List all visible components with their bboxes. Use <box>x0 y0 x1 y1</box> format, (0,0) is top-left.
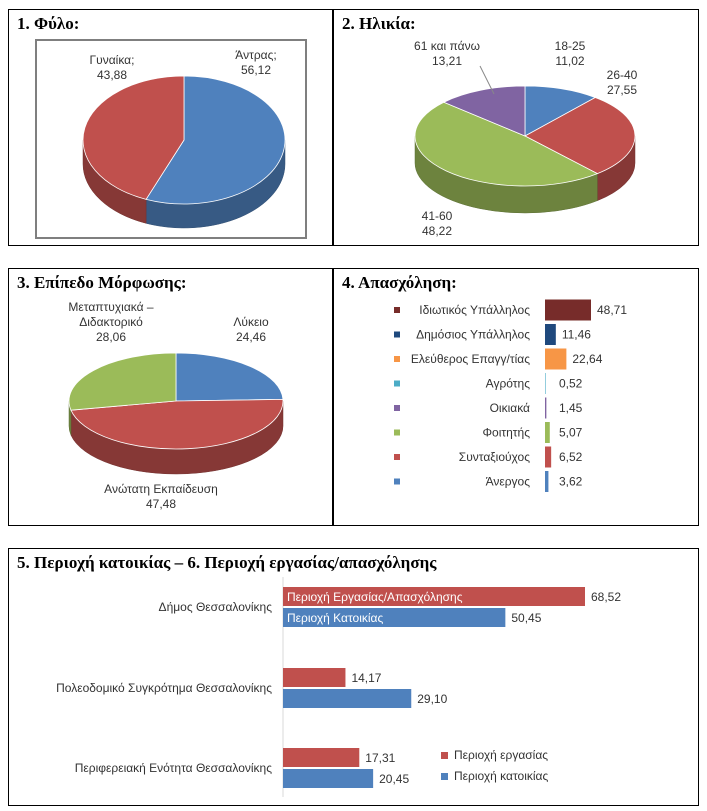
legend-marker <box>394 405 400 411</box>
legend-label: Περιοχή εργασίας <box>454 748 548 762</box>
legend-marker <box>441 752 448 759</box>
category-label: Άνεργος <box>486 475 531 489</box>
pie-slice-label: 18-25 11,02 <box>555 39 586 68</box>
data-label: 5,07 <box>559 426 583 440</box>
pie-slice <box>414 101 599 187</box>
category-label: Οικιακά <box>490 401 530 415</box>
data-label: 50,45 <box>511 611 541 625</box>
data-label: 14,17 <box>351 671 381 685</box>
bar <box>283 748 360 767</box>
bar <box>545 422 550 443</box>
pie-slice <box>524 85 597 137</box>
category-label: Ελεύθερος Επαγγ/τίας <box>411 352 530 366</box>
employment-bar-chart: Ιδιωτικός Υπάλληλος 48,71 Δημόσιος Υπάλληλ… <box>394 299 627 492</box>
pie-slice <box>68 352 177 411</box>
education-pie-chart: Λύκειο 24,46 Ανώτατη Εκπαίδευση 47,48 Μεταπτ… <box>68 300 284 511</box>
pie-slice <box>70 398 284 450</box>
bar <box>545 446 552 468</box>
panel-education: 3. Επίπεδο Μόρφωσης: Λύκειο 24,46 Ανώτατη … <box>8 268 333 526</box>
data-label: 1,45 <box>559 401 583 415</box>
data-label: 17,31 <box>365 751 395 765</box>
legend-marker <box>394 478 400 485</box>
pie-slice-label: Λύκειο 24,46 <box>233 315 269 344</box>
data-label: 3,62 <box>559 475 583 489</box>
legend-label: Περιοχή κατοικίας <box>454 769 548 783</box>
legend-marker <box>394 380 400 387</box>
panel-gender: 1. Φύλο: Άντρας; 56,12 Γυναίκα; 43,88 <box>8 9 333 246</box>
in-bar-label: Περιοχή Κατοικίας <box>287 611 383 625</box>
bar <box>283 608 506 627</box>
pie-slice-label: Γυναίκα; 43,88 <box>90 53 135 82</box>
in-bar-label: Περιοχή Εργασίας/Απασχόλησης <box>287 590 463 604</box>
panel-age: 2. Ηλικία: 18-25 11,02 26-40 27,55 41-60 48,2… <box>333 9 699 246</box>
age-pie-chart: 18-25 11,02 26-40 27,55 41-60 48,22 61 και πάν… <box>414 39 638 238</box>
data-label: 22,64 <box>572 352 602 366</box>
pie-slice <box>442 85 526 137</box>
chart-title: 1. Φύλο: <box>17 14 80 33</box>
bar <box>545 471 549 492</box>
category-label: Φοιτητής <box>482 426 530 440</box>
category-label: Πολεοδομικό Συγκρότημα Θεσσαλονίκης <box>56 681 272 695</box>
legend-marker <box>394 429 400 436</box>
bar <box>283 668 346 687</box>
category-label: Αγρότης <box>486 377 531 391</box>
legend-marker <box>441 773 448 780</box>
data-label: 6,52 <box>559 450 583 464</box>
pie-slice <box>82 75 185 200</box>
category-label: Περιφερειακή Ενότητα Θεσσαλονίκης <box>75 761 272 775</box>
pie-slice-label: Άντρας; 56,12 <box>235 48 276 77</box>
pie-slice-label: 26-40 27,55 <box>607 68 638 97</box>
data-label: 48,71 <box>597 303 627 317</box>
chart-title: 4. Απασχόληση: <box>342 273 457 292</box>
chart-title: 5. Περιοχή κατοικίας – 6. Περιοχή εργασί… <box>17 553 437 572</box>
bar <box>545 299 591 321</box>
leader-line <box>479 65 495 95</box>
chart-title: 2. Ηλικία: <box>342 14 416 33</box>
bar <box>545 397 547 419</box>
data-label: 0,52 <box>559 377 583 391</box>
bar <box>545 348 567 370</box>
category-label: Ιδιωτικός Υπάλληλος <box>419 303 530 317</box>
data-label: 20,45 <box>379 772 409 786</box>
category-label: Δήμος Θεσσαλονίκης <box>159 600 273 614</box>
legend-marker <box>394 356 400 362</box>
panel-residence-work: 5. Περιοχή κατοικίας – 6. Περιοχή εργασί… <box>8 548 699 806</box>
bar <box>283 689 412 708</box>
bar <box>283 769 374 788</box>
pie-slice-label: Μεταπτυχιακά – Διδακτορικό 28,06 <box>68 300 153 344</box>
panel-employment: 4. Απασχόληση: Ιδιωτικός Υπάλληλος 48,71 Δ… <box>333 268 699 526</box>
legend-marker <box>394 454 400 460</box>
legend-marker <box>394 307 400 313</box>
pie-slice <box>145 75 286 205</box>
chart-title: 3. Επίπεδο Μόρφωσης: <box>17 273 187 292</box>
data-label: 68,52 <box>591 590 621 604</box>
bar <box>283 587 585 606</box>
pie-slice <box>524 97 636 175</box>
bar <box>545 373 546 394</box>
legend-marker <box>394 331 400 338</box>
pie-slice-label: 61 και πάνω 13,21 <box>414 39 480 68</box>
plot-area-frame <box>35 39 307 239</box>
bar <box>545 324 556 345</box>
residence-work-bar-chart: Δήμος Θεσσαλονίκης Περιοχή Εργασίας/Απασχ… <box>56 577 621 797</box>
pie-slice-label: Ανώτατη Εκπαίδευση 47,48 <box>104 482 218 511</box>
data-label: 29,10 <box>417 692 447 706</box>
pie-slice <box>175 352 284 402</box>
gender-pie-chart: Άντρας; 56,12 Γυναίκα; 43,88 <box>82 48 286 229</box>
category-label: Συνταξιούχος <box>459 450 530 464</box>
data-label: 11,46 <box>562 328 591 342</box>
pie-slice-label: 41-60 48,22 <box>422 209 453 238</box>
category-label: Δημόσιος Υπάλληλος <box>416 328 530 342</box>
